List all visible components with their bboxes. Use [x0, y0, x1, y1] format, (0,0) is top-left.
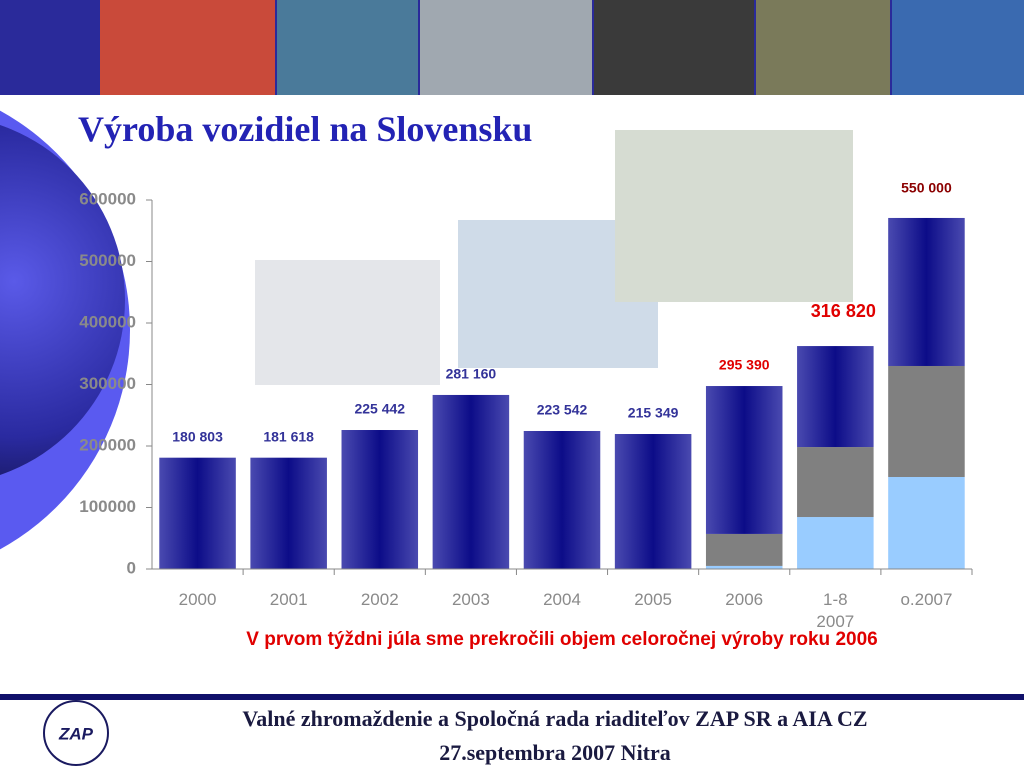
bar-segment [797, 517, 874, 569]
decor-circle [0, 125, 125, 475]
bar-segment [797, 346, 874, 448]
photo [756, 0, 890, 95]
x-tick-label: 2000 [178, 590, 217, 609]
annotation: 225 442 [354, 401, 405, 417]
bar-segment [705, 565, 783, 569]
photo [100, 0, 275, 95]
annotation: 550 000 [901, 180, 952, 196]
annotation: 295 390 [719, 357, 770, 373]
x-tick-label: 1-8 2007 [816, 590, 855, 631]
photo [277, 0, 418, 95]
y-tick-label: 200000 [79, 435, 136, 454]
chart-title: Výroba vozidiel na Slovensku [78, 109, 533, 149]
x-tick-label: 2004 [543, 590, 581, 609]
photo [615, 130, 853, 302]
y-tick-label: 400000 [79, 312, 136, 331]
bar-segment [523, 430, 601, 569]
bar-segment [159, 457, 236, 569]
x-tick-label: 2003 [451, 590, 490, 609]
logo-text: ZAP [58, 724, 94, 743]
y-tick-label: 600000 [79, 189, 136, 208]
bar-segment [888, 476, 965, 569]
x-tick-label: 2005 [634, 590, 673, 609]
annotation: 281 160 [446, 366, 497, 382]
photo [594, 0, 754, 95]
y-tick-label: 300000 [79, 374, 136, 393]
y-tick-label: 500000 [79, 251, 136, 270]
bar-segment [705, 386, 783, 534]
footer-text: Valné zhromaždenie a Spoločná rada riadi… [242, 706, 868, 731]
bar-segment [250, 457, 327, 569]
footer-bar [0, 694, 1024, 700]
bar-segment [432, 394, 510, 569]
bar-segment [888, 365, 965, 477]
logo [43, 700, 109, 766]
x-tick-label: 2002 [360, 590, 399, 609]
x-tick-label: o.2007 [900, 590, 953, 609]
x-tick-label: 2006 [725, 590, 764, 609]
annotation: 316 820 [811, 301, 876, 321]
bar-segment [888, 217, 965, 366]
annotation: 181 618 [263, 428, 314, 444]
bar-segment [341, 430, 419, 569]
x-tick-label: 2001 [269, 590, 308, 609]
y-tick-label: 100000 [79, 497, 136, 516]
annotation: 215 349 [628, 405, 679, 421]
footer-text: 27.septembra 2007 Nitra [439, 740, 671, 765]
chart-subtitle: V prvom týždni júla sme prekročili objem… [246, 629, 878, 650]
photo [892, 0, 1024, 95]
annotation: 180 803 [172, 428, 223, 444]
y-tick-label: 0 [127, 558, 136, 577]
bar-segment [705, 533, 783, 566]
bar-segment [614, 434, 692, 569]
bar-segment [797, 447, 874, 518]
annotation: 223 542 [537, 402, 588, 418]
photo [420, 0, 592, 95]
photo [255, 260, 440, 385]
